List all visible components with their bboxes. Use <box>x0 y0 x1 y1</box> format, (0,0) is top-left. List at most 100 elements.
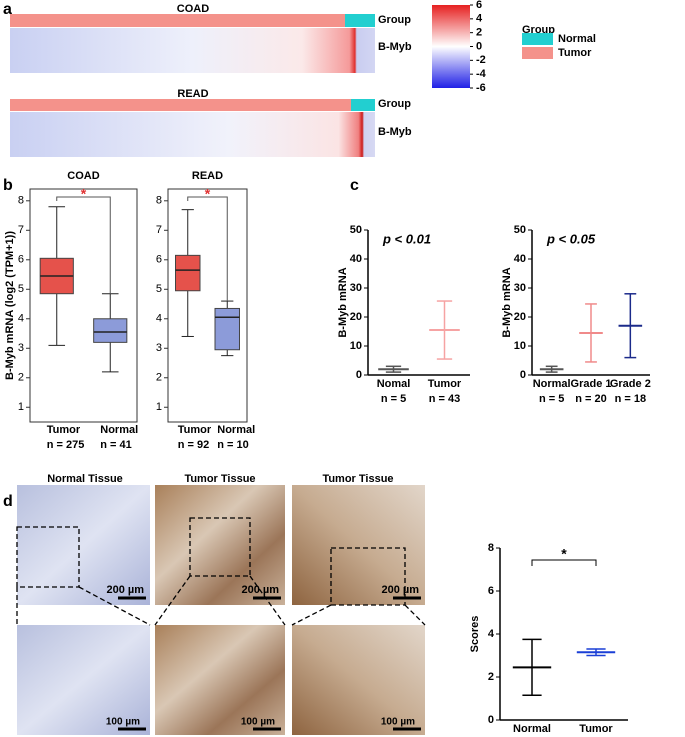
ihc-zoom-image <box>292 625 425 735</box>
y-tick-label: 20 <box>514 311 526 323</box>
p-value: p < 0.05 <box>546 231 596 246</box>
image-title: Normal Tissue <box>47 473 123 485</box>
colorbar-label: 2 <box>476 27 482 39</box>
x-tick-label: Normal <box>533 378 571 390</box>
zoom-boxes <box>16 517 426 626</box>
y-tick-label: 10 <box>350 340 362 352</box>
image-title: Tumor Tissue <box>184 473 255 485</box>
x-tick-label: Tumor <box>579 723 613 735</box>
y-axis-label: Scores <box>469 616 481 653</box>
legend-title: Group <box>522 24 555 36</box>
ihc-image <box>155 485 285 605</box>
y-tick-label: 50 <box>350 224 362 236</box>
colorbar-label: -4 <box>476 68 487 80</box>
scale-label: 100 µm <box>106 717 140 728</box>
n-label: n = 10 <box>217 439 249 451</box>
chart-title: COAD <box>67 170 99 182</box>
panel-label: b <box>3 177 13 194</box>
y-tick-label: 7 <box>18 224 24 236</box>
y-tick-label: 2 <box>18 372 24 384</box>
y-tick-label: 30 <box>514 282 526 294</box>
n-label: n = 41 <box>100 439 132 451</box>
scale-label: 100 µm <box>381 717 415 728</box>
colorbar-label: 4 <box>476 13 483 25</box>
y-tick-label: 6 <box>18 254 24 266</box>
image-title: Tumor Tissue <box>322 473 393 485</box>
y-tick-label: 40 <box>514 253 526 265</box>
ihc-image <box>17 485 150 605</box>
x-tick-label: Tumor <box>178 424 212 436</box>
y-tick-label: 6 <box>488 585 494 597</box>
row-label: B-Myb <box>378 126 412 138</box>
heatmap-title: COAD <box>177 3 209 15</box>
box <box>214 307 240 351</box>
y-tick-label: 7 <box>156 224 162 236</box>
x-tick-label: Nomal <box>377 378 411 390</box>
y-tick-label: 40 <box>350 253 362 265</box>
significance: * <box>561 546 567 562</box>
y-tick-label: 0 <box>520 369 526 381</box>
y-tick-label: 1 <box>18 401 24 413</box>
y-tick-label: 8 <box>488 542 494 554</box>
significance: * <box>205 186 211 202</box>
y-tick-label: 4 <box>488 628 495 640</box>
legend-swatch <box>522 33 553 45</box>
significance-bracket <box>531 559 597 566</box>
colorbar <box>432 5 470 88</box>
y-tick-label: 20 <box>350 311 362 323</box>
y-tick-label: 6 <box>156 254 162 266</box>
ihc-zoom-image <box>155 625 285 735</box>
n-label: n = 5 <box>539 393 564 405</box>
y-tick-label: 8 <box>18 195 24 207</box>
y-tick-label: 4 <box>18 313 24 325</box>
x-tick-label: Grade 2 <box>610 378 651 390</box>
y-tick-label: 2 <box>488 671 494 683</box>
colorbar-label: 6 <box>476 0 482 11</box>
significance: * <box>81 186 87 202</box>
chart-title: READ <box>192 170 223 182</box>
y-tick-label: 3 <box>18 342 24 354</box>
x-tick-label: Normal <box>217 424 255 436</box>
y-tick-label: 5 <box>18 283 24 295</box>
y-tick-label: 2 <box>156 372 162 384</box>
heatmap-strip <box>10 28 375 73</box>
legend-swatch <box>522 47 553 59</box>
x-tick-label: Tumor <box>428 378 462 390</box>
y-tick-label: 30 <box>350 282 362 294</box>
row-label: Group <box>378 14 411 26</box>
panel-label: a <box>3 1 12 18</box>
significance-bracket <box>56 196 111 294</box>
y-axis-label: B-Myb mRNA (log2 (TPM+1)) <box>4 231 16 380</box>
n-label: n = 5 <box>381 393 406 405</box>
y-tick-label: 50 <box>514 224 526 236</box>
panels <box>10 5 470 735</box>
n-label: n = 18 <box>615 393 647 405</box>
y-tick-label: 8 <box>156 195 162 207</box>
panel-label: d <box>3 493 13 510</box>
colorbar-label: 0 <box>476 40 482 52</box>
group-tumor-bar <box>10 99 351 111</box>
scale-label: 100 µm <box>241 717 275 728</box>
group-normal-bar <box>345 14 375 27</box>
ihc-zoom-image <box>17 625 150 735</box>
y-tick-label: 0 <box>356 369 362 381</box>
y-tick-label: 3 <box>156 342 162 354</box>
row-label: B-Myb <box>378 41 412 53</box>
y-axis-label: B-Myb mRNA <box>501 267 513 337</box>
x-tick-label: Normal <box>513 723 551 735</box>
colorbar-label: -6 <box>476 82 486 94</box>
colorbar-label: -2 <box>476 54 486 66</box>
group-normal-bar <box>351 99 375 111</box>
scale-label: 200 µm <box>106 584 144 596</box>
n-label: n = 275 <box>47 439 85 451</box>
box <box>175 254 201 292</box>
y-tick-label: 10 <box>514 340 526 352</box>
box <box>93 318 128 343</box>
x-tick-label: Grade 1 <box>571 378 612 390</box>
row-label: Group <box>378 98 411 110</box>
y-axis-label: B-Myb mRNA <box>337 267 349 337</box>
n-label: n = 92 <box>178 439 210 451</box>
scale-bars <box>118 596 421 731</box>
y-tick-label: 4 <box>156 313 162 325</box>
y-tick-label: 1 <box>156 401 162 413</box>
